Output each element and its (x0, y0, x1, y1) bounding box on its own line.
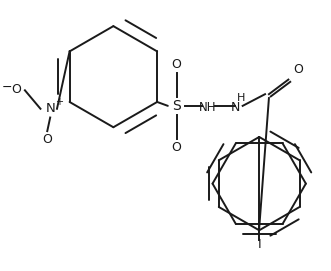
Text: O: O (172, 141, 181, 154)
Text: S: S (172, 99, 181, 113)
Text: H: H (237, 93, 245, 103)
Text: NH: NH (199, 101, 216, 114)
Text: O: O (42, 133, 52, 146)
Text: O: O (293, 63, 303, 76)
Text: N: N (231, 101, 241, 114)
Text: +: + (55, 97, 63, 107)
Text: O: O (11, 83, 21, 96)
Text: I: I (258, 238, 261, 251)
Text: O: O (172, 57, 181, 70)
Text: N: N (45, 102, 55, 115)
Text: −: − (2, 81, 13, 94)
